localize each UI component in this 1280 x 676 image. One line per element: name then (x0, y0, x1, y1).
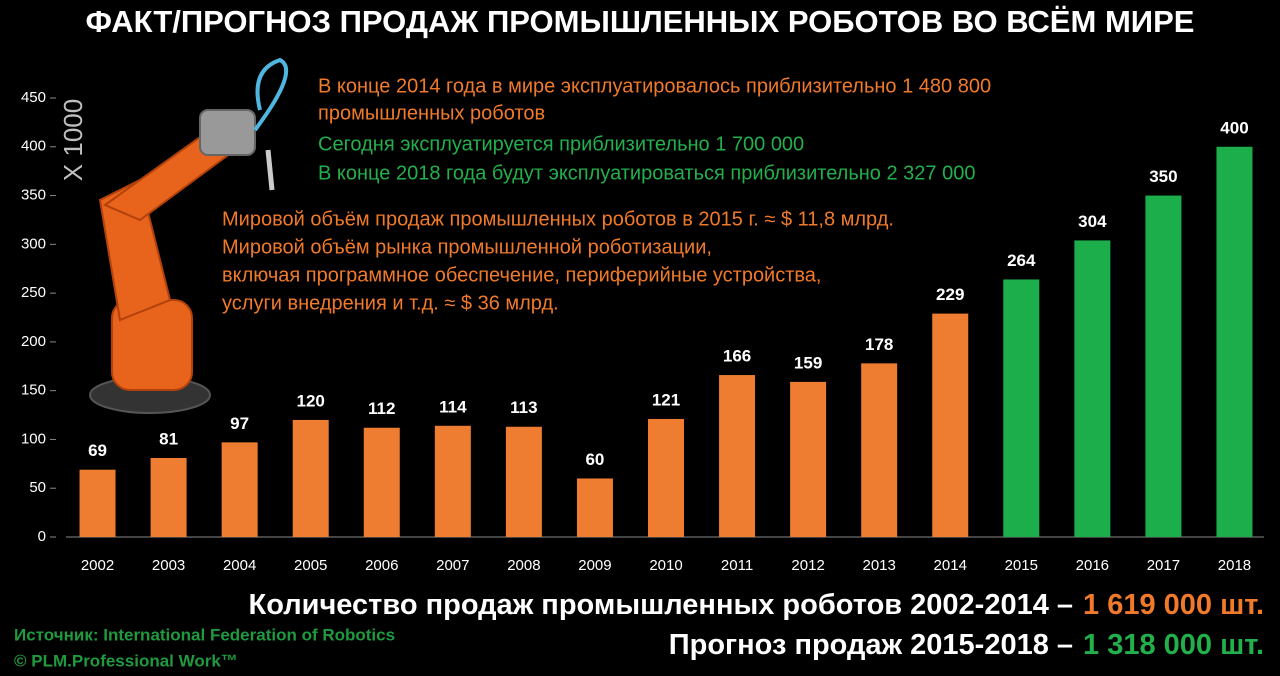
annotation: Мировой объём продаж промышленных робото… (222, 208, 894, 230)
bar (1145, 195, 1182, 538)
x-tick-label: 2006 (365, 557, 398, 574)
source: © PLM.Professional Work™ (14, 651, 238, 670)
y-tick-label: 250 (21, 284, 46, 301)
bar (861, 363, 898, 537)
x-tick-label: 2003 (152, 557, 185, 574)
total-line: Прогноз продаж 2015-2018 – 1 318 000 шт. (669, 629, 1264, 661)
x-tick-label: 2009 (578, 557, 611, 574)
total-value: 1 318 000 шт. (1083, 629, 1264, 661)
x-tick-label: 2005 (294, 557, 327, 574)
bar (221, 442, 258, 537)
x-tick-label: 2007 (436, 557, 469, 574)
bar (434, 425, 471, 537)
bar (576, 478, 613, 537)
value-label: 60 (585, 450, 604, 469)
y-tick-label: 300 (21, 235, 46, 252)
x-tick-label: 2015 (1005, 557, 1038, 574)
y-tick-label: 400 (21, 138, 46, 155)
value-label: 112 (368, 399, 395, 418)
value-label: 159 (794, 353, 822, 372)
value-label: 229 (936, 285, 964, 304)
total-value: 1 619 000 шт. (1083, 589, 1264, 621)
bar (648, 418, 684, 537)
y-tick-label: 50 (29, 479, 46, 496)
x-tick-label: 2011 (721, 557, 753, 574)
y-tick-label: 100 (21, 430, 46, 447)
total-label: Количество продаж промышленных роботов 2… (249, 589, 1074, 621)
robot-illustration (89, 57, 289, 414)
annotation: включая программное обеспечение, перифер… (222, 264, 821, 286)
y-axis-label: X 1000 (58, 99, 88, 181)
y-tick-label: 200 (21, 333, 46, 350)
bar (1003, 279, 1040, 537)
x-tick-label: 2004 (223, 557, 256, 574)
bar (292, 419, 329, 537)
total-line: Количество продаж промышленных роботов 2… (249, 589, 1264, 621)
annotation: промышленных роботов (318, 102, 545, 124)
bar (932, 313, 969, 537)
value-label: 81 (159, 429, 178, 448)
x-tick-label: 2012 (791, 557, 824, 574)
value-label: 178 (865, 335, 893, 354)
value-label: 264 (1007, 251, 1036, 270)
bar (1074, 240, 1111, 538)
x-tick-label: 2010 (649, 557, 682, 574)
y-tick-label: 0 (38, 528, 46, 545)
annotation: Мировой объём рынка промышленной роботиз… (222, 236, 712, 258)
y-tick-label: 450 (21, 89, 46, 106)
annotation: В конце 2018 года будут эксплуатироватьс… (318, 162, 975, 184)
bar (505, 426, 542, 537)
x-tick-label: 2014 (934, 557, 967, 574)
value-label: 97 (230, 414, 249, 433)
value-label: 350 (1149, 167, 1177, 186)
annotation: Сегодня эксплуатируется приблизительно 1… (318, 133, 804, 155)
y-tick-label: 150 (21, 382, 46, 399)
y-tick-label: 350 (21, 187, 46, 204)
value-label: 120 (297, 391, 325, 410)
value-label: 166 (723, 347, 751, 366)
bar (1216, 146, 1253, 537)
x-tick-label: 2017 (1147, 557, 1180, 574)
chart-title: ФАКТ/ПРОГНОЗ ПРОДАЖ ПРОМЫШЛЕННЫХ РОБОТОВ… (86, 4, 1195, 39)
x-tick-label: 2018 (1218, 557, 1251, 574)
x-tick-label: 2013 (862, 557, 895, 574)
bar (79, 469, 116, 537)
x-tick-label: 2002 (81, 557, 114, 574)
x-tick-label: 2016 (1076, 557, 1109, 574)
annotation: В конце 2014 года в мире эксплуатировало… (318, 75, 991, 97)
bar (790, 381, 827, 537)
value-label: 114 (439, 397, 467, 416)
value-label: 69 (88, 441, 107, 460)
bar (150, 457, 187, 537)
source: Источник: International Federation of Ro… (14, 625, 395, 644)
annotation: услуги внедрения и т.д. ≈ $ 36 млрд. (222, 292, 559, 314)
bar (719, 375, 756, 537)
value-label: 113 (510, 398, 537, 417)
bar (363, 427, 400, 537)
total-label: Прогноз продаж 2015-2018 – (669, 629, 1073, 661)
value-label: 121 (652, 390, 680, 409)
value-label: 400 (1220, 118, 1248, 137)
x-tick-label: 2008 (507, 557, 540, 574)
value-label: 304 (1078, 212, 1107, 231)
